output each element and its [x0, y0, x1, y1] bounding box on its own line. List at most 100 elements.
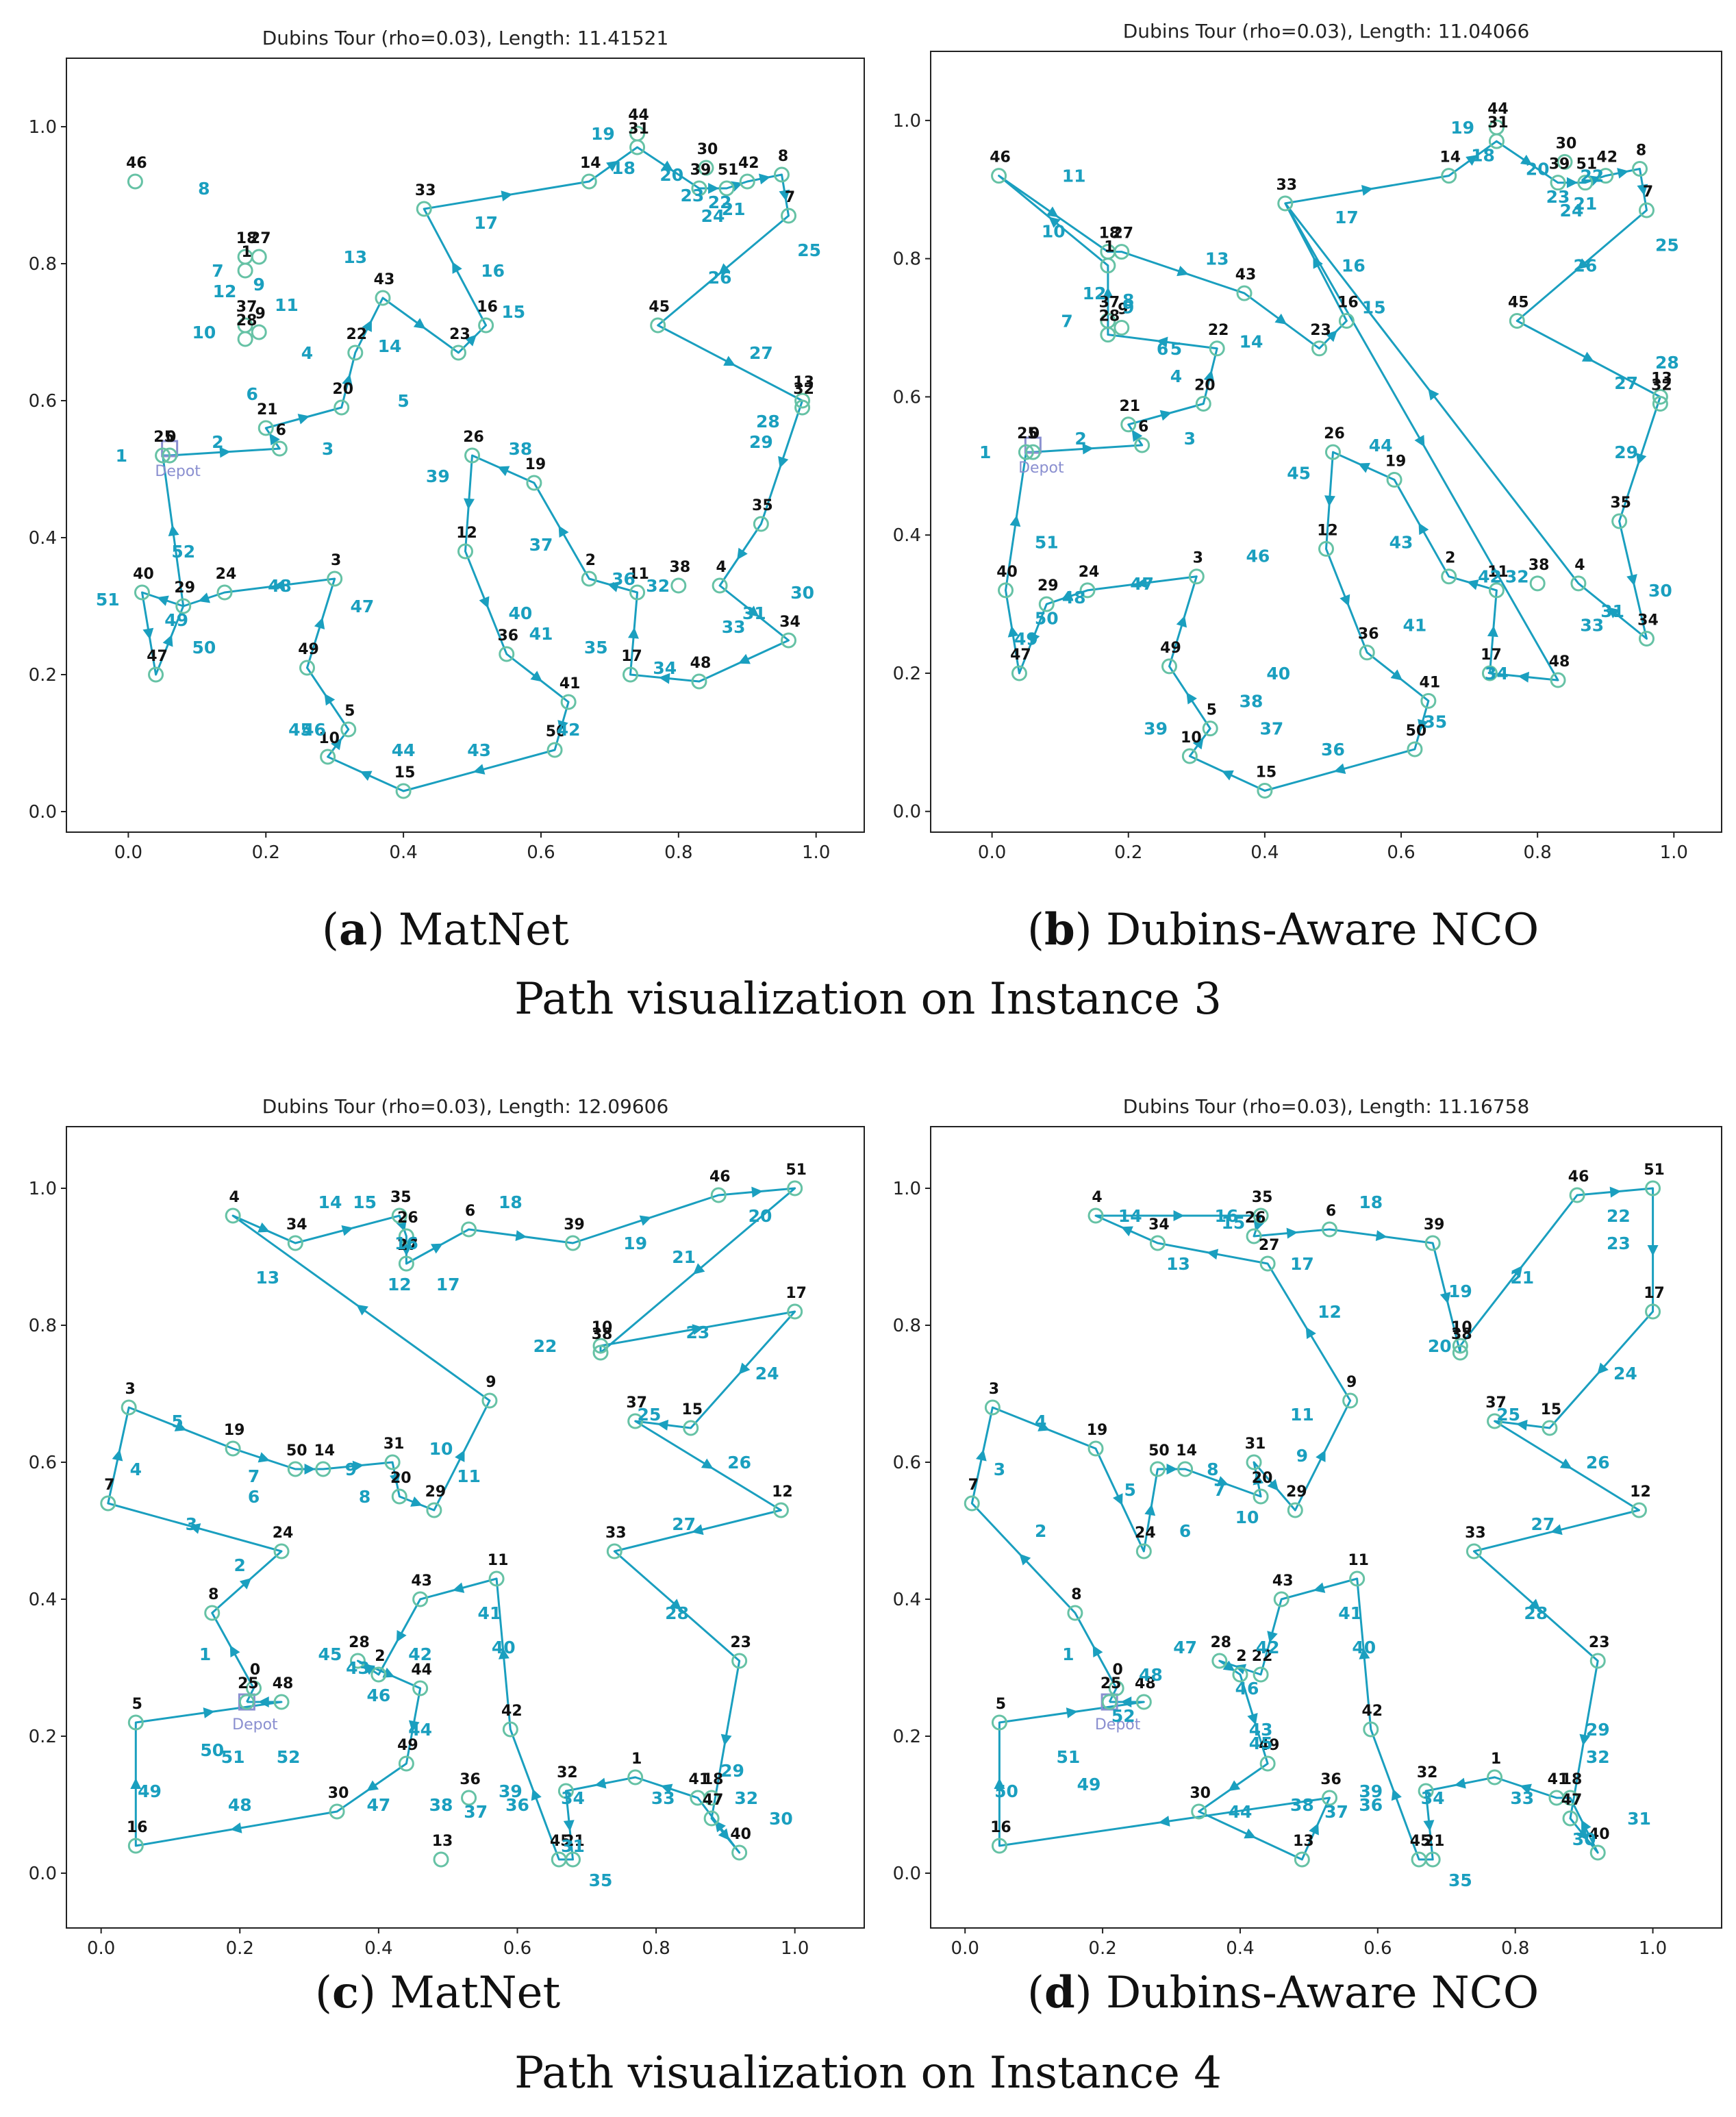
node-label: 35	[390, 1189, 412, 1206]
segment-label: 21	[1573, 194, 1597, 214]
node-label: 21	[257, 401, 278, 418]
node-label: 47	[703, 1792, 724, 1809]
node-26	[398, 1228, 414, 1244]
node-label: 34	[1148, 1216, 1170, 1233]
segment-label: 36	[612, 569, 636, 589]
segment-label: 39	[1144, 719, 1168, 739]
node-38	[1452, 1344, 1468, 1361]
segment-label: 40	[508, 603, 532, 623]
node-label: 23	[730, 1634, 751, 1651]
node-51	[1645, 1180, 1661, 1197]
node-label: 25	[153, 429, 175, 446]
node-label: 37	[626, 1394, 647, 1412]
segment-label: 31	[742, 603, 766, 623]
node-label: 24	[216, 566, 237, 583]
direction-arrow	[1102, 287, 1114, 299]
direction-arrow	[692, 1263, 705, 1275]
node-45	[1509, 312, 1525, 329]
node-0	[246, 1680, 262, 1696]
depot-label: Depot	[1018, 460, 1064, 477]
direction-arrow	[1339, 594, 1350, 607]
node-27	[251, 249, 267, 265]
node-1	[1100, 258, 1116, 274]
node-label: 35	[1610, 494, 1631, 512]
segment-label: 22	[1580, 166, 1604, 186]
node-4	[225, 1207, 241, 1224]
segment-label: 17	[474, 213, 498, 233]
node-39	[691, 180, 707, 197]
segment-label: 40	[1266, 664, 1290, 684]
segment-label: 16	[1342, 256, 1366, 276]
node-32	[557, 1783, 574, 1799]
node-label: 32	[793, 381, 814, 398]
segment-label: 6	[246, 384, 257, 404]
segment-label: 36	[1359, 1795, 1383, 1815]
direction-arrow	[1566, 177, 1578, 188]
node-40	[134, 584, 150, 601]
segment-label: 33	[722, 617, 746, 637]
depot-label: Depot	[1095, 1716, 1141, 1733]
node-label: 36	[497, 627, 518, 644]
segment-label: 3	[322, 439, 334, 459]
node-48	[691, 673, 707, 690]
node-32	[1652, 396, 1668, 412]
direction-arrow	[563, 1820, 575, 1831]
node-label: 19	[525, 456, 546, 473]
node-47	[1562, 1810, 1578, 1827]
node-11	[488, 1570, 505, 1587]
segment-label: 32	[1586, 1747, 1610, 1767]
segment-label: 17	[1335, 208, 1359, 227]
node-33	[416, 201, 432, 217]
direction-arrow	[1121, 1226, 1133, 1237]
direction-arrow	[1247, 1712, 1258, 1725]
direction-arrow	[229, 1645, 240, 1657]
node-29	[1038, 596, 1055, 612]
node-label: 36	[1358, 626, 1379, 643]
segment-label: 47	[1173, 1638, 1197, 1657]
caption-d-text: Dubins-Aware NCO	[1106, 1968, 1539, 2018]
direction-arrow	[1418, 718, 1429, 731]
direction-arrow	[1286, 1227, 1298, 1239]
direction-arrow	[363, 1664, 375, 1675]
node-label: 22	[1252, 1648, 1273, 1665]
node-label: 30	[697, 141, 718, 158]
node-label: 43	[374, 271, 395, 288]
segment-label: 18	[499, 1192, 523, 1212]
segment-label: 1	[199, 1644, 211, 1664]
node-label: 7	[104, 1477, 114, 1494]
direction-arrow	[1607, 607, 1620, 618]
direction-arrow	[1244, 1828, 1257, 1839]
direction-arrow	[1325, 330, 1337, 342]
direction-arrow	[1511, 1265, 1523, 1278]
node-label: 49	[397, 1737, 418, 1754]
direction-arrow	[720, 1733, 732, 1746]
node-label: 8	[1071, 1586, 1081, 1603]
segment-label: 1	[116, 446, 127, 466]
direction-arrow	[1267, 1631, 1278, 1643]
segment-label: 22	[708, 192, 732, 212]
node-24	[1079, 582, 1096, 599]
segment-label: 23	[1607, 1233, 1631, 1253]
node-label: 17	[1644, 1285, 1665, 1302]
node-32	[794, 399, 811, 416]
node-20	[1195, 396, 1211, 412]
node-label: 41	[1548, 1771, 1569, 1788]
direction-arrow	[1206, 1249, 1219, 1260]
caption-b-letter: b	[1044, 904, 1075, 955]
segment-label: 6	[1157, 339, 1168, 359]
direction-arrow	[1647, 1245, 1659, 1256]
chart-c: Dubins Tour (rho=0.03), Length: 12.09606…	[29, 1095, 865, 1959]
node-label: 51	[1576, 156, 1598, 173]
caption-c-letter: c	[331, 1967, 359, 2018]
segment-label: 35	[1423, 712, 1447, 732]
y-tick-label: 0.6	[29, 1453, 57, 1473]
node-label: 6	[1326, 1203, 1336, 1220]
direction-arrow	[1581, 1819, 1592, 1832]
direction-arrow	[1176, 615, 1187, 628]
segment-label: 50	[200, 1740, 224, 1760]
node-label: 15	[394, 764, 416, 781]
direction-arrow	[1156, 336, 1168, 348]
segment-label: 46	[1246, 546, 1270, 566]
segment-label: 15	[1362, 297, 1386, 317]
y-tick-label: 0.6	[893, 1453, 921, 1473]
